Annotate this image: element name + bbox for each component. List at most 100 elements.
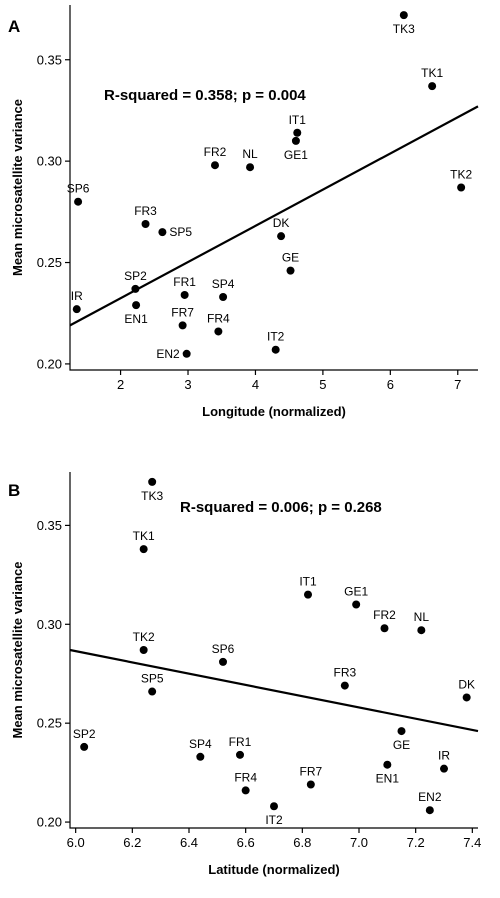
data-point-tk1 — [139, 545, 148, 554]
point-label-fr2: FR2 — [204, 145, 227, 159]
point-label-sp4: SP4 — [212, 277, 235, 291]
stats-annotation-a: R-squared = 0.358; p = 0.004 — [104, 87, 306, 104]
data-point-ge — [397, 727, 406, 736]
point-label-tk3: TK3 — [393, 22, 415, 36]
x-tick-label: 7.4 — [463, 835, 481, 850]
data-point-sp2 — [80, 742, 89, 751]
x-axis-label: Latitude (normalized) — [208, 862, 339, 877]
data-point-tk3 — [399, 11, 408, 20]
data-point-en2 — [425, 806, 434, 815]
data-point-fr2 — [210, 161, 219, 170]
x-axis-label: Longitude (normalized) — [202, 404, 346, 419]
point-label-sp5: SP5 — [141, 672, 164, 686]
y-tick-label: 0.25 — [37, 716, 62, 731]
data-point-ge1 — [352, 600, 361, 609]
regression-line — [69, 648, 479, 733]
point-label-ge1: GE1 — [344, 585, 368, 599]
y-tick-label: 0.20 — [37, 815, 62, 830]
point-label-dk: DK — [458, 677, 475, 691]
point-label-fr1: FR1 — [229, 735, 252, 749]
data-point-tk3 — [148, 477, 157, 486]
point-label-ge: GE — [393, 738, 410, 752]
point-label-sp2: SP2 — [124, 269, 147, 283]
data-point-fr2 — [380, 624, 389, 633]
data-point-fr7 — [178, 321, 187, 330]
data-point-dk — [277, 232, 286, 241]
data-point-fr7 — [306, 780, 315, 789]
data-point-ir — [440, 764, 448, 773]
point-label-it1: IT1 — [299, 575, 317, 589]
data-point-it2 — [271, 345, 280, 354]
data-point-sp5 — [148, 687, 157, 696]
x-tick-label: 2 — [117, 377, 124, 392]
y-axis-label: Mean microsatellite variance — [10, 561, 25, 738]
data-point-tk2 — [457, 183, 466, 192]
x-tick-label: 4 — [252, 377, 259, 392]
point-label-it2: IT2 — [265, 813, 283, 827]
data-point-sp4 — [196, 752, 205, 761]
plot-area-b: 0.20 0.25 0.30 0.35 6.0 6.2 6.4 6.6 6.8 7.0 7.2 7.4… — [10, 472, 481, 877]
x-tick-label: 6.2 — [123, 835, 141, 850]
data-point-sp6 — [219, 657, 227, 666]
point-label-fr4: FR4 — [207, 311, 230, 325]
point-label-tk1: TK1 — [421, 66, 443, 80]
x-tick-label: 6.4 — [180, 835, 198, 850]
axes-frame — [69, 472, 478, 829]
data-point-en2 — [182, 349, 191, 358]
point-label-sp6: SP6 — [212, 642, 235, 656]
y-tick-label: 0.35 — [37, 52, 62, 67]
x-tick-label: 6.8 — [293, 835, 311, 850]
data-point-tk1 — [428, 82, 437, 91]
point-label-en1: EN1 — [124, 312, 148, 326]
data-point-tk2 — [139, 646, 148, 654]
x-tick-label: 5 — [319, 377, 326, 392]
data-point-nl — [417, 626, 426, 635]
data-point-it2 — [270, 802, 278, 811]
x-tick-label: 7.2 — [407, 835, 425, 850]
data-point-ge1 — [291, 136, 300, 145]
point-label-sp6: SP6 — [67, 182, 90, 196]
point-label-nl: NL — [242, 147, 258, 161]
point-label-ge: GE — [282, 251, 299, 265]
data-point-ir — [72, 305, 81, 314]
data-point-en1 — [383, 760, 392, 769]
y-tick-label: 0.35 — [37, 518, 62, 533]
x-tick-label: 7.0 — [350, 835, 368, 850]
point-label-sp2: SP2 — [73, 727, 96, 741]
point-label-fr7: FR7 — [171, 305, 194, 319]
axes-frame — [69, 5, 478, 371]
point-label-fr3: FR3 — [333, 666, 356, 680]
data-point-fr3 — [141, 220, 150, 228]
y-tick-label: 0.20 — [37, 356, 62, 371]
point-label-tk2: TK2 — [450, 168, 472, 182]
point-label-fr2: FR2 — [373, 608, 396, 622]
point-label-ir: IR — [438, 749, 450, 763]
point-label-tk2: TK2 — [133, 630, 155, 644]
x-tick-label: 7 — [454, 377, 461, 392]
data-point-sp6 — [74, 197, 83, 206]
point-label-nl: NL — [414, 610, 430, 624]
data-point-nl — [246, 163, 255, 172]
data-point-fr1 — [180, 290, 189, 299]
x-tick-label: 3 — [184, 377, 191, 392]
point-label-sp4: SP4 — [189, 737, 212, 751]
y-tick-label: 0.30 — [37, 154, 62, 169]
point-label-sp5: SP5 — [169, 225, 192, 239]
point-label-ir: IR — [71, 289, 83, 303]
data-point-fr4 — [214, 327, 223, 336]
point-label-fr7: FR7 — [299, 764, 322, 778]
data-point-dk — [462, 693, 471, 702]
point-label-en2: EN2 — [418, 790, 442, 804]
point-label-tk3: TK3 — [141, 489, 163, 503]
data-point-sp5 — [158, 228, 167, 237]
point-label-en1: EN1 — [376, 772, 400, 786]
x-tick-label: 6 — [387, 377, 394, 392]
point-label-fr1: FR1 — [173, 275, 196, 289]
data-point-fr4 — [241, 786, 250, 795]
panel-letter-b: B — [8, 481, 20, 500]
point-label-fr3: FR3 — [134, 204, 157, 218]
y-axis-label: Mean microsatellite variance — [10, 99, 25, 276]
data-point-fr1 — [236, 750, 244, 759]
chart-panel-a: A R-squared = 0.358; p = 0.004 0.200.250… — [8, 5, 479, 419]
x-tick-label: 6.6 — [237, 835, 255, 850]
